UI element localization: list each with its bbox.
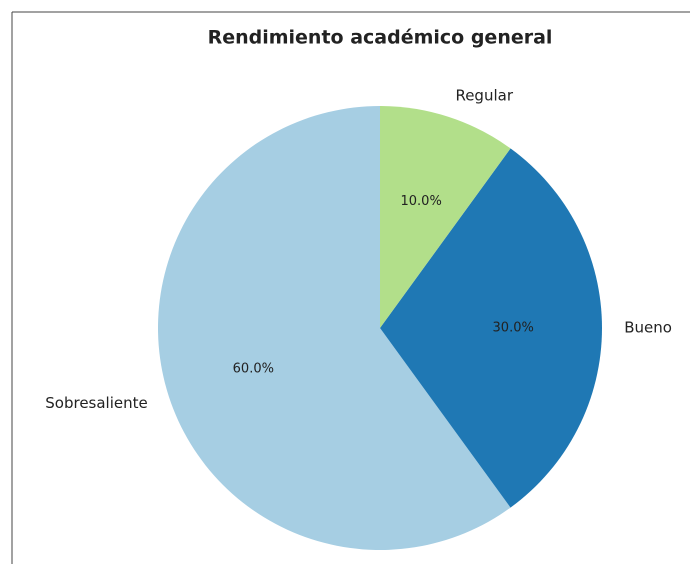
slice-label: Regular xyxy=(455,86,513,104)
slice-label: Bueno xyxy=(624,319,672,337)
pie-slice xyxy=(157,106,511,551)
pie-slice xyxy=(380,148,602,508)
pct-label: 60.0% xyxy=(233,362,274,377)
pct-label: 10.0% xyxy=(401,194,442,209)
chart-title: Rendimiento académico general xyxy=(208,27,553,49)
pie-slice xyxy=(380,106,511,328)
slice-label: Sobresaliente xyxy=(45,394,147,412)
pct-label: 30.0% xyxy=(493,321,534,336)
